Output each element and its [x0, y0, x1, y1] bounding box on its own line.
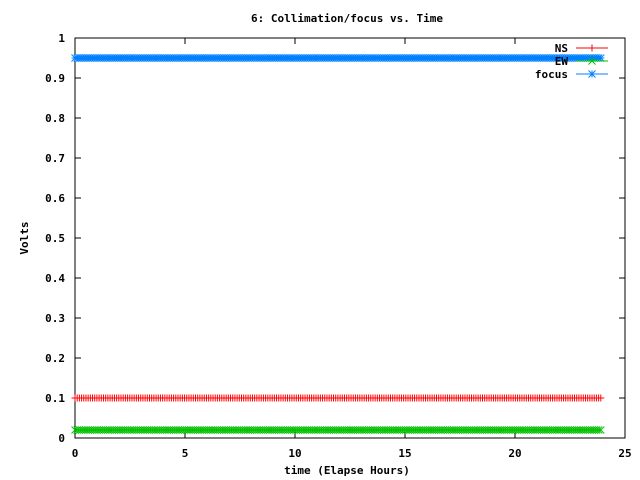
data-point-ew	[596, 426, 605, 434]
x-tick-label: 0	[72, 447, 79, 460]
y-tick-label: 0.6	[45, 192, 65, 205]
y-tick-label: 0.5	[45, 232, 65, 245]
y-tick-label: 0.7	[45, 152, 65, 165]
x-tick-label: 15	[398, 447, 411, 460]
legend-label-ns: NS	[555, 42, 568, 55]
data-point-ns	[597, 394, 605, 402]
legend-marker-ns	[588, 44, 596, 52]
series-ew	[71, 426, 605, 434]
legend-marker-ew	[588, 57, 596, 65]
series-ns	[71, 394, 605, 402]
x-axis-label: time (Elapse Hours)	[284, 464, 410, 477]
y-tick-label: 0.4	[45, 272, 65, 285]
y-tick-label: 0.3	[45, 312, 65, 325]
legend-marker-focus	[588, 70, 596, 78]
axis-ticks: 0 5 10 15 20 25 0 0.1 0.2 0.3 0.4 0.5 0.6 0.7 0.8 0.9 1	[45, 32, 632, 460]
x-tick-label: 5	[182, 447, 189, 460]
series-focus	[71, 54, 605, 62]
series-layer	[71, 54, 605, 434]
x-tick-label: 25	[618, 447, 631, 460]
legend-label-focus: focus	[535, 68, 568, 81]
chart-title: 6: Collimation/focus vs. Time	[251, 12, 443, 25]
x-tick-label: 10	[288, 447, 301, 460]
y-tick-label: 0.1	[45, 392, 65, 405]
x-tick-label: 20	[508, 447, 521, 460]
y-tick-label: 0.9	[45, 72, 65, 85]
data-point-ew	[594, 426, 603, 434]
legend-label-ew: EW	[555, 55, 569, 68]
y-tick-label: 0.2	[45, 352, 65, 365]
plot-frame	[74, 37, 626, 439]
y-axis-label: Volts	[18, 221, 31, 254]
y-tick-label: 1	[58, 32, 65, 45]
y-tick-label: 0.8	[45, 112, 65, 125]
y-tick-label: 0	[58, 432, 65, 445]
data-point-focus	[596, 54, 605, 62]
